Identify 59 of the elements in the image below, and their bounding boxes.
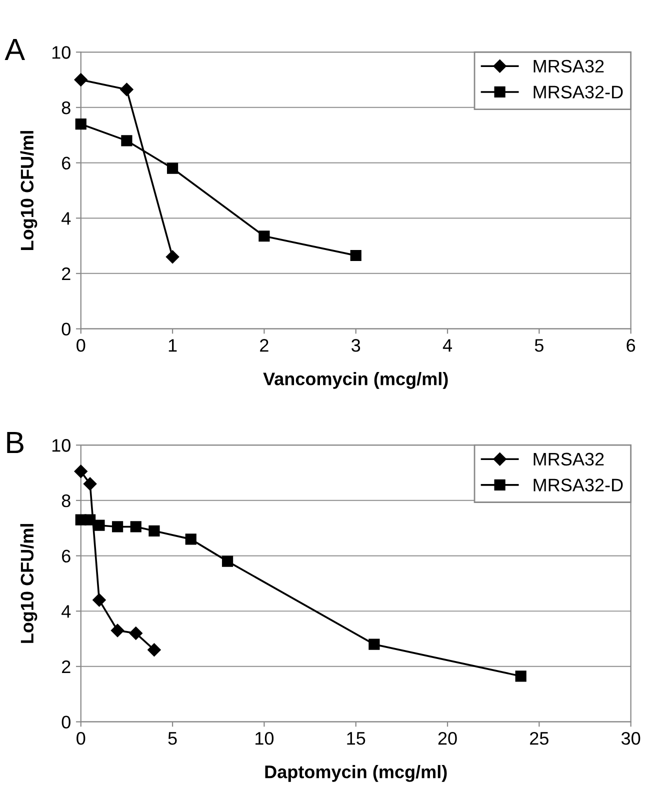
y-axis-title: Log10 CFU/ml [20,131,38,250]
y-tick-label: 4 [62,605,71,618]
y-tick-label: 10 [52,46,70,59]
y-axis-title: Log10 CFU/ml [20,524,38,643]
x-tick-label: 4 [442,339,452,352]
legend-label: MRSA32 [534,452,604,466]
point [166,250,180,264]
point [84,514,96,526]
x-tick-label: 25 [530,732,548,745]
x-tick-label: 15 [347,732,366,745]
legend-label: MRSA32-D [534,86,623,98]
point [121,135,132,146]
x-tick-label: 30 [621,732,640,745]
x-tick-label: 0 [76,732,86,745]
point [129,626,142,640]
point [368,638,380,650]
x-tick-label: 1 [168,339,177,352]
y-tick-label: 2 [62,267,70,280]
point [185,534,196,545]
x-axis-title: Vancomycin (mcg/ml) [263,372,448,389]
x-tick-label: 6 [626,339,636,352]
point [110,624,124,638]
y-tick-label: 6 [62,156,70,170]
x-tick-label: 0 [76,339,86,352]
point [222,556,234,567]
y-tick-label: 8 [62,494,70,508]
x-tick-label: 3 [352,339,360,352]
point [75,118,86,130]
text: B [7,432,24,454]
point [130,521,142,532]
point [74,464,88,478]
y-tick-label: 4 [62,212,71,225]
point [120,82,134,96]
y-tick-label: 8 [62,101,70,114]
x-tick-label: 5 [534,339,544,352]
point [94,520,105,531]
point [515,670,526,682]
legend-label: MRSA32-D [534,478,623,492]
y-tick-label: 6 [62,550,70,563]
y-tick-label: 0 [62,322,70,336]
text: A [4,39,26,60]
point [148,643,161,656]
point [83,477,97,490]
x-axis-title: Daptomycin (mcg/ml) [265,765,447,782]
point [92,593,106,607]
legend-label: MRSA32 [534,60,604,73]
x-tick-label: 10 [256,732,274,745]
y-tick-label: 10 [52,439,70,452]
point [74,73,88,86]
point [258,230,270,242]
x-tick-label: 5 [168,732,177,745]
y-tick-label: 0 [62,716,70,729]
point [148,525,160,536]
y-tick-label: 2 [62,660,70,674]
point [112,521,124,532]
point [350,250,362,262]
x-tick-label: 2 [260,339,268,352]
x-tick-label: 20 [438,732,457,745]
point [166,162,178,174]
